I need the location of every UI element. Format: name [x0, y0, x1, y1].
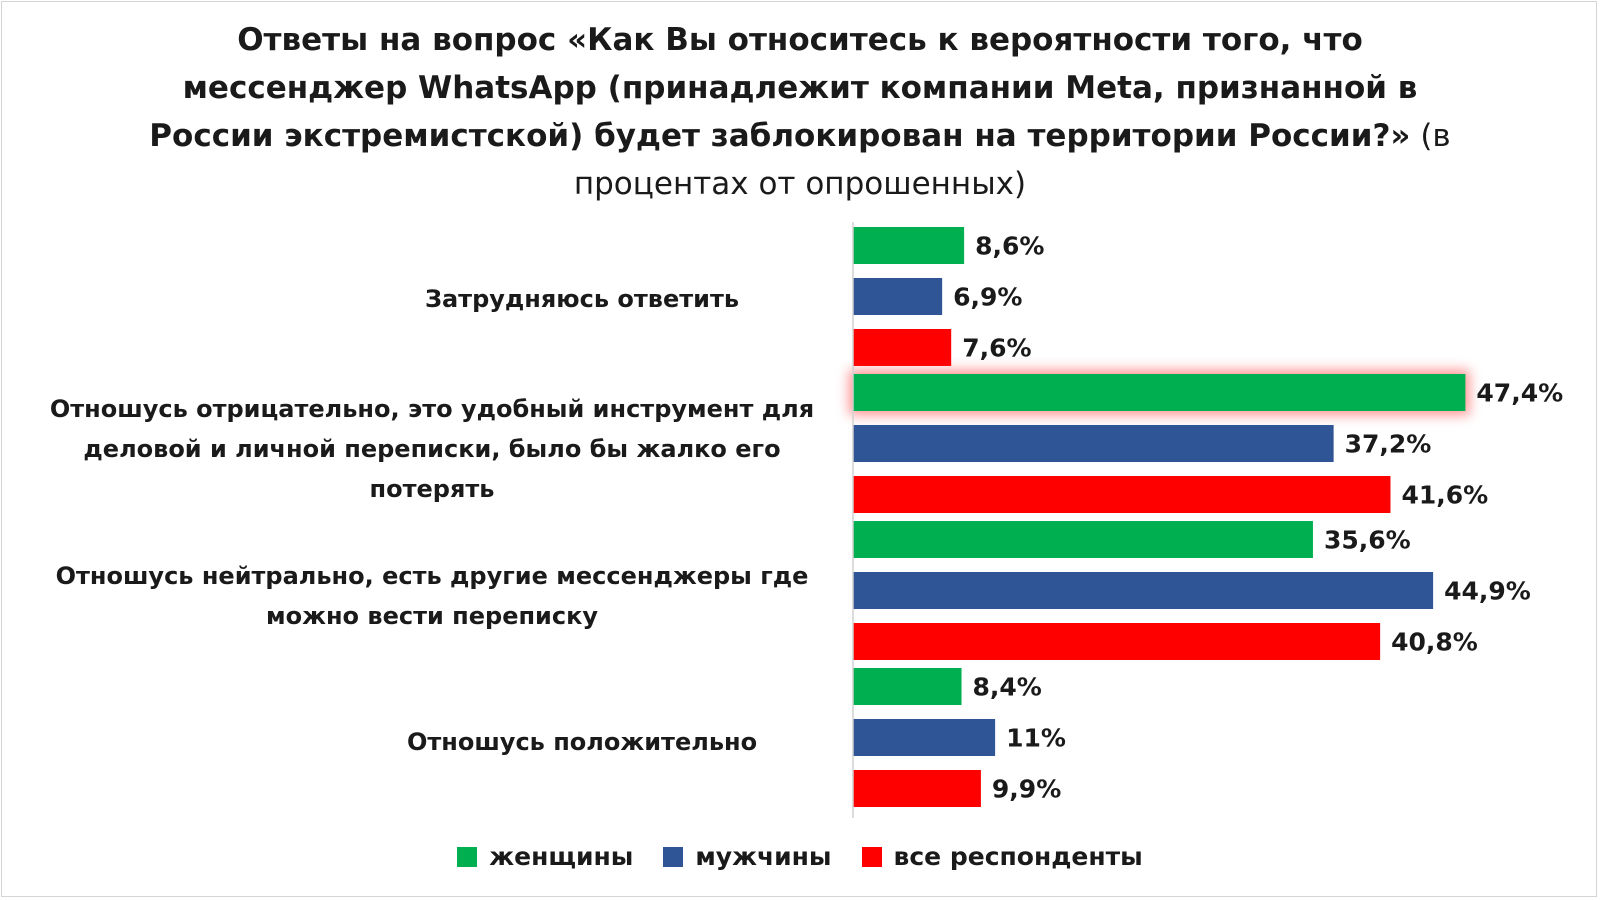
data-label-all-1: 41,6%	[1401, 481, 1488, 510]
legend: женщины мужчины все респонденты	[0, 842, 1600, 871]
bar-women-0	[853, 227, 965, 264]
data-label-all-3: 9,9%	[992, 775, 1061, 804]
legend-label-men: мужчины	[695, 842, 832, 871]
category-label-3: Отношусь положительно	[406, 728, 758, 756]
data-label-women-1: 47,4%	[1476, 379, 1563, 408]
data-label-men-1: 37,2%	[1345, 430, 1432, 459]
bar-women-2	[853, 521, 1313, 558]
chart-title: Ответы на вопрос «Как Вы относитесь к ве…	[120, 16, 1480, 208]
data-label-men-0: 6,9%	[953, 283, 1022, 312]
data-label-women-3: 8,4%	[973, 673, 1042, 702]
data-label-all-2: 40,8%	[1391, 628, 1478, 657]
legend-swatch-men	[663, 846, 684, 867]
legend-label-all: все респонденты	[893, 842, 1143, 871]
legend-item-men: мужчины	[663, 842, 832, 871]
chart-title-main: Ответы на вопрос «Как Вы относитесь к ве…	[149, 22, 1418, 154]
data-label-women-0: 8,6%	[975, 232, 1044, 261]
data-label-all-0: 7,6%	[962, 334, 1031, 363]
bar-all-2	[853, 623, 1381, 660]
bar-all-0	[853, 329, 952, 366]
legend-item-women: женщины	[457, 842, 633, 871]
data-label-men-3: 11%	[1006, 724, 1066, 753]
category-label-1: Отношусь отрицательно, это удобный инстр…	[49, 395, 815, 503]
data-label-women-2: 35,6%	[1324, 526, 1411, 555]
bar-women-1	[853, 374, 1466, 411]
legend-item-all: все респонденты	[861, 842, 1143, 871]
bar-women-3	[853, 668, 962, 705]
bar-men-1	[853, 425, 1334, 462]
bar-men-0	[853, 278, 943, 315]
bar-men-2	[853, 572, 1434, 609]
bar-all-1	[853, 476, 1391, 513]
legend-swatch-women	[457, 846, 478, 867]
category-label-0: Затрудняюсь ответить	[424, 285, 740, 313]
legend-swatch-all	[861, 846, 882, 867]
category-label-2: Отношусь нейтрально, есть другие мессенд…	[55, 562, 809, 630]
data-label-men-2: 44,9%	[1444, 577, 1531, 606]
bar-men-3	[853, 719, 996, 756]
bar-all-3	[853, 770, 981, 807]
chart-title-unit: (в процентах от опрошенных)	[573, 118, 1451, 202]
legend-label-women: женщины	[489, 842, 634, 871]
